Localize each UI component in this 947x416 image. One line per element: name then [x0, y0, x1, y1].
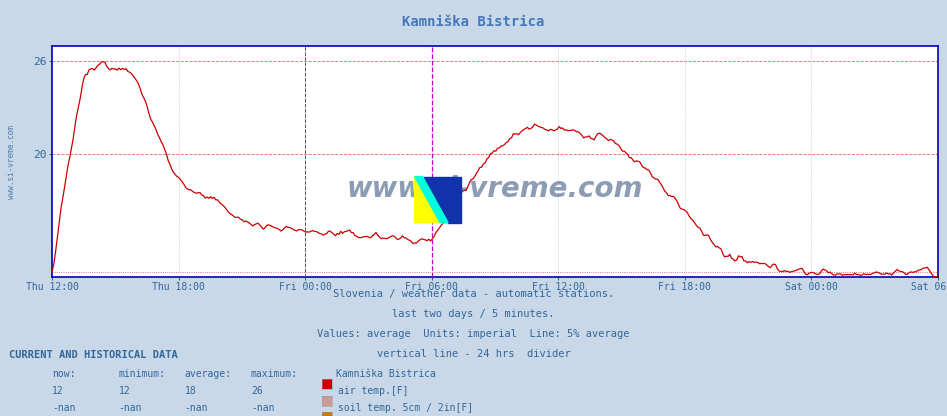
Text: average:: average: [185, 369, 232, 379]
Text: last two days / 5 minutes.: last two days / 5 minutes. [392, 309, 555, 319]
Text: 12: 12 [52, 386, 63, 396]
Text: 18: 18 [185, 386, 196, 396]
Text: air temp.[F]: air temp.[F] [338, 386, 408, 396]
Text: 12: 12 [118, 386, 130, 396]
Text: soil temp. 5cm / 2in[F]: soil temp. 5cm / 2in[F] [338, 403, 474, 413]
Text: www.si-vreme.com: www.si-vreme.com [7, 125, 16, 199]
Text: Values: average  Units: imperial  Line: 5% average: Values: average Units: imperial Line: 5%… [317, 329, 630, 339]
Text: minimum:: minimum: [118, 369, 166, 379]
Text: www.si-vreme.com: www.si-vreme.com [347, 175, 643, 203]
Text: -nan: -nan [52, 403, 76, 413]
Text: Kamniška Bistrica: Kamniška Bistrica [336, 369, 436, 379]
Text: CURRENT AND HISTORICAL DATA: CURRENT AND HISTORICAL DATA [9, 350, 178, 360]
Polygon shape [415, 176, 440, 223]
Text: vertical line - 24 hrs  divider: vertical line - 24 hrs divider [377, 349, 570, 359]
Text: now:: now: [52, 369, 76, 379]
Text: -nan: -nan [118, 403, 142, 413]
Text: -nan: -nan [185, 403, 208, 413]
Text: maximum:: maximum: [251, 369, 298, 379]
Polygon shape [415, 176, 448, 223]
Text: Slovenia / weather data - automatic stations.: Slovenia / weather data - automatic stat… [333, 289, 614, 299]
Text: -nan: -nan [251, 403, 275, 413]
Text: Kamniška Bistrica: Kamniška Bistrica [402, 15, 545, 29]
Text: 26: 26 [251, 386, 262, 396]
Polygon shape [422, 176, 461, 223]
